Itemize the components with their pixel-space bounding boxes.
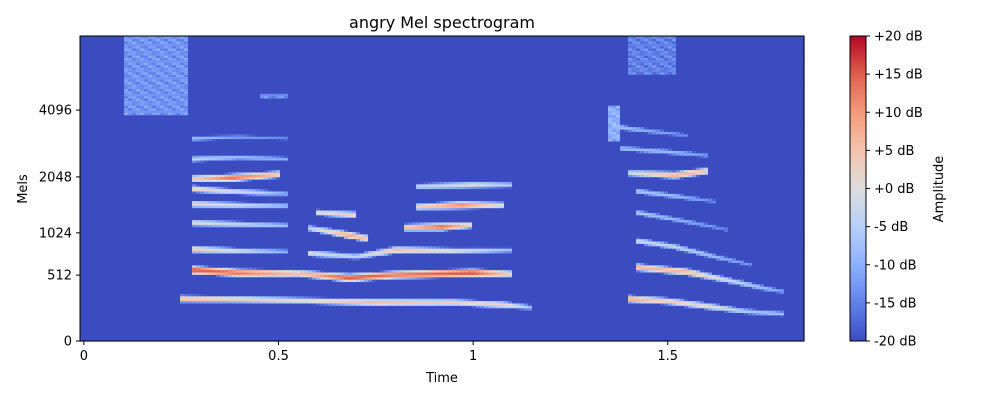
chart-title: angry Mel spectrogram — [349, 13, 535, 32]
spectrogram-heatmap — [80, 36, 805, 342]
